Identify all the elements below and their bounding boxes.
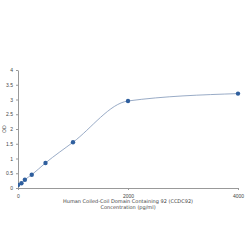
x-axis-title: Concentration (pg/ml) bbox=[100, 204, 155, 211]
y-tick: 1 bbox=[10, 156, 18, 162]
y-tick-mark bbox=[16, 100, 18, 101]
y-tick: 0 bbox=[10, 185, 18, 191]
point bbox=[43, 161, 47, 165]
y-tick-label: 2.5 bbox=[6, 111, 13, 117]
point bbox=[126, 99, 130, 103]
curve bbox=[18, 94, 238, 185]
x-tick-label: 4000 bbox=[233, 193, 244, 199]
y-tick-label: 4 bbox=[10, 67, 13, 73]
chart: 02000400000.511.522.533.54ODHuman Coiled… bbox=[0, 0, 250, 250]
x-tick: 0 bbox=[17, 188, 20, 199]
point bbox=[71, 140, 75, 144]
y-tick-label: 0 bbox=[10, 185, 13, 191]
y-tick: 2 bbox=[10, 126, 18, 132]
x-tick: 2000 bbox=[123, 188, 134, 199]
y-axis: 0 0.5 1 1.5 2 2.5 3 3.5 4 bbox=[6, 67, 18, 191]
y-tick: 4 bbox=[10, 67, 18, 73]
y-tick: 3.5 bbox=[6, 82, 18, 88]
y-axis-title: OD bbox=[1, 125, 7, 133]
x-tick-mark bbox=[238, 188, 239, 190]
y-tick-label: 0.5 bbox=[6, 170, 13, 176]
y-tick-mark bbox=[16, 144, 18, 145]
y-tick-mark bbox=[16, 159, 18, 160]
y-tick: 3 bbox=[10, 97, 18, 103]
y-tick-mark bbox=[16, 114, 18, 115]
point bbox=[236, 91, 240, 95]
y-tick-mark bbox=[16, 173, 18, 174]
y-tick-label: 3 bbox=[10, 97, 13, 103]
plot-area bbox=[18, 91, 240, 187]
x-axis: 0 2000 4000 bbox=[17, 188, 244, 199]
y-axis-line bbox=[18, 71, 19, 189]
y-tick: 0.5 bbox=[6, 170, 18, 176]
y-tick-label: 1 bbox=[10, 156, 13, 162]
point bbox=[23, 178, 27, 182]
y-tick-mark bbox=[16, 129, 18, 130]
y-tick-mark bbox=[16, 70, 18, 71]
y-tick-label: 3.5 bbox=[6, 82, 13, 88]
y-tick: 2.5 bbox=[6, 111, 18, 117]
y-tick-label: 2 bbox=[10, 126, 13, 132]
x-tick: 4000 bbox=[233, 188, 244, 199]
y-tick-label: 1.5 bbox=[6, 141, 13, 147]
x-tick-label: 0 bbox=[17, 193, 20, 199]
y-tick-mark bbox=[16, 188, 18, 189]
point bbox=[19, 181, 23, 185]
y-tick: 1.5 bbox=[6, 141, 18, 147]
x-axis-line bbox=[19, 188, 239, 189]
y-tick-mark bbox=[16, 85, 18, 86]
x-tick-mark bbox=[128, 188, 129, 190]
point bbox=[30, 173, 34, 177]
